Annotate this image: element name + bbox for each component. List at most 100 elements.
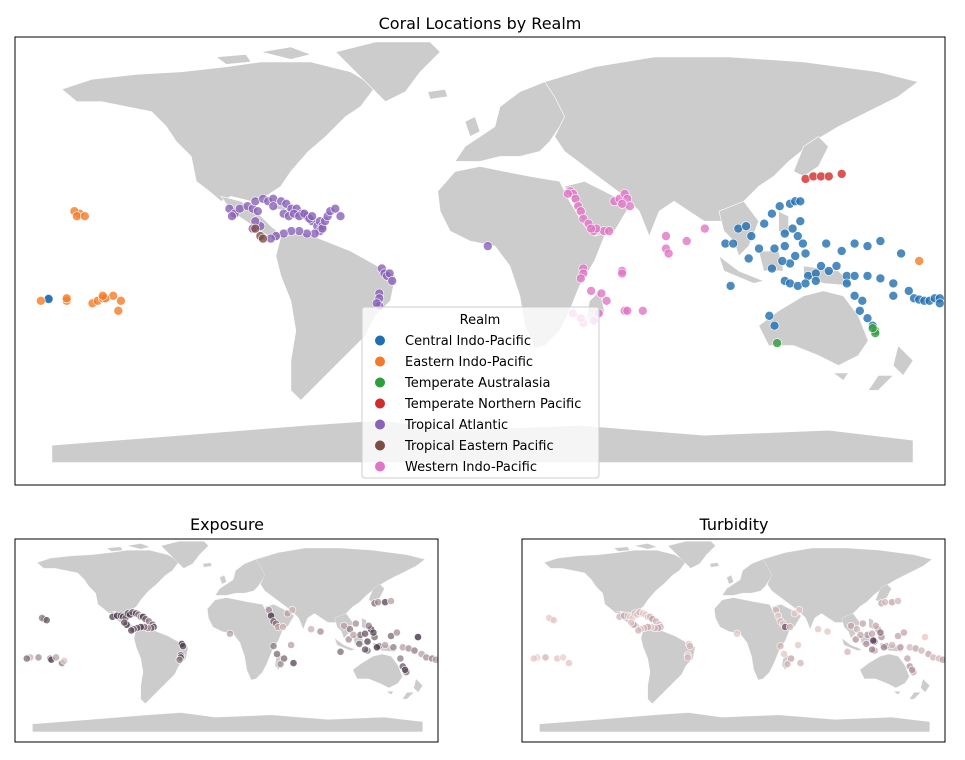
turbidity-point — [686, 642, 694, 650]
exposure-point — [273, 650, 281, 658]
exposure-point — [345, 625, 354, 634]
legend-marker-temperate-northern-pacific — [375, 398, 385, 409]
point-tropical-eastern-pacific — [258, 233, 268, 244]
point-temperate-northern-pacific — [823, 171, 834, 182]
point-western-indo-pacific — [575, 273, 586, 284]
point-central-indo-pacific — [774, 201, 785, 211]
point-central-indo-pacific — [787, 223, 798, 234]
point-central-indo-pacific — [725, 281, 736, 291]
point-central-indo-pacific — [823, 266, 834, 276]
point-eastern-indo-pacific — [914, 256, 925, 266]
exposure-point — [351, 619, 360, 628]
point-eastern-indo-pacific — [35, 295, 46, 306]
exposure-point — [307, 625, 315, 634]
legend-label-temperate-northern-pacific: Temperate Northern Pacific — [404, 397, 581, 412]
turbidity-point — [776, 642, 785, 650]
exposure-point — [363, 637, 372, 646]
turbidity-chart-title: Turbidity — [698, 515, 768, 534]
point-central-indo-pacific — [849, 290, 860, 301]
exposure-point — [127, 626, 136, 635]
exposure-point — [349, 631, 358, 639]
turbidity-point — [894, 632, 902, 640]
point-tropical-atlantic — [307, 211, 317, 221]
point-central-indo-pacific — [862, 241, 873, 251]
point-central-indo-pacific — [769, 320, 780, 331]
point-central-indo-pacific — [798, 238, 808, 249]
point-central-indo-pacific — [741, 221, 751, 231]
turbidity-point — [862, 640, 871, 648]
point-central-indo-pacific — [767, 208, 777, 219]
point-western-indo-pacific — [586, 223, 596, 234]
point-tropical-atlantic — [268, 201, 279, 211]
point-central-indo-pacific — [759, 218, 770, 229]
point-central-indo-pacific — [795, 216, 806, 226]
legend-label-tropical-atlantic: Tropical Atlantic — [404, 418, 508, 433]
turbidity-plot-frame — [521, 538, 946, 743]
turbidity-map-area — [529, 541, 945, 732]
point-tropical-atlantic — [330, 203, 341, 214]
point-central-indo-pacific — [841, 278, 852, 289]
exposure-point — [401, 665, 409, 674]
legend-box — [361, 306, 600, 479]
turbidity-point — [541, 653, 550, 662]
exposure-point — [372, 643, 381, 652]
point-central-indo-pacific — [836, 246, 847, 256]
point-western-indo-pacific — [681, 236, 692, 246]
point-central-indo-pacific — [743, 253, 754, 264]
turbidity-point — [868, 645, 876, 654]
point-western-indo-pacific — [604, 226, 615, 236]
exposure-point — [175, 655, 184, 664]
exposure-plot-frame — [14, 538, 439, 743]
exposure-point — [389, 643, 398, 652]
turbidity-point — [843, 647, 852, 656]
legend-marker-central-indo-pacific — [375, 335, 385, 346]
exposure-point — [289, 659, 298, 667]
exposure-chart-title: Exposure — [190, 515, 264, 534]
exposure-point — [120, 618, 129, 627]
turbidity-point — [903, 654, 912, 663]
exposure-point — [410, 646, 419, 655]
point-central-indo-pacific — [764, 310, 775, 321]
point-central-indo-pacific — [849, 238, 860, 249]
turbidity-point — [938, 655, 945, 664]
point-central-indo-pacific — [857, 295, 868, 306]
point-central-indo-pacific — [728, 238, 739, 249]
turbidity-point — [871, 621, 880, 630]
turbidity-point — [780, 650, 788, 658]
point-tropical-atlantic — [335, 211, 346, 221]
main-map-area — [35, 41, 945, 463]
legend-title: Realm — [460, 313, 501, 328]
turbidity-point — [908, 665, 916, 674]
turbidity-point — [683, 653, 692, 662]
turbidity-point — [814, 625, 822, 634]
turbidity-point — [786, 623, 794, 631]
exposure-point — [381, 641, 389, 649]
exposure-point — [280, 654, 288, 663]
turbidity-point — [869, 636, 878, 645]
turbidity-point — [796, 659, 805, 667]
point-tropical-atlantic — [387, 276, 398, 286]
exposure-points — [22, 597, 438, 676]
exposure-point — [287, 641, 295, 649]
legend-label-western-indo-pacific: Western Indo-Pacific — [405, 460, 537, 475]
turbidity-point — [856, 631, 865, 639]
exposure-point — [52, 653, 60, 662]
turbidity-point — [881, 598, 889, 607]
point-tropical-atlantic — [227, 211, 237, 221]
turbidity-point — [880, 643, 888, 652]
point-tropical-atlantic — [371, 298, 382, 309]
turbidity-point — [787, 654, 795, 663]
exposure-point — [340, 621, 348, 630]
point-western-indo-pacific — [663, 248, 674, 259]
point-western-indo-pacific — [617, 268, 627, 279]
exposure-point — [288, 606, 297, 614]
point-central-indo-pacific — [888, 290, 899, 301]
exposure-point — [226, 629, 234, 638]
main-plot-frame — [14, 36, 946, 486]
point-central-indo-pacific — [792, 231, 803, 241]
point-eastern-indo-pacific — [113, 305, 124, 316]
point-central-indo-pacific — [43, 294, 54, 304]
turbidity-point — [795, 606, 804, 614]
turbidity-point — [921, 633, 929, 641]
legend-marker-tropical-eastern-pacific — [375, 440, 385, 451]
